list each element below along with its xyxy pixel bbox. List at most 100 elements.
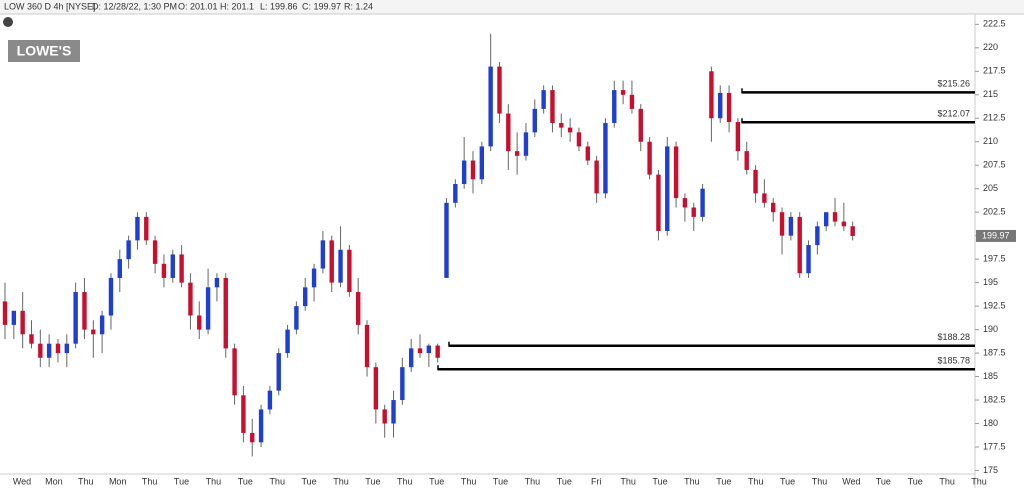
candle-body: [753, 169, 758, 194]
candle-body: [718, 92, 723, 119]
x-tick-label: Tue: [780, 476, 795, 486]
candle-body: [603, 122, 608, 194]
candle-body: [832, 212, 838, 222]
candle-body: [735, 122, 741, 152]
x-tick-label: Thu: [269, 476, 285, 486]
level-label: $215.26: [937, 79, 970, 89]
candle-body: [523, 132, 529, 156]
candle-body: [276, 353, 281, 391]
candle-body: [267, 390, 273, 410]
candle-body: [797, 216, 802, 274]
candle-body: [152, 240, 158, 264]
candle-body: [612, 90, 617, 123]
candle-body: [779, 212, 785, 236]
candle-body: [91, 329, 96, 335]
high: H: 201.1: [220, 1, 254, 11]
x-tick-label: Mon: [109, 476, 127, 486]
x-tick-label: Tue: [716, 476, 731, 486]
candle-body: [223, 277, 228, 349]
candle-body: [788, 216, 794, 236]
x-tick-label: Thu: [971, 476, 987, 486]
y-tick-label: 207.5: [983, 160, 1006, 170]
candle-body: [117, 259, 122, 278]
candle-body: [665, 146, 670, 231]
candle-body: [170, 254, 175, 278]
candle-body: [479, 146, 485, 180]
candle-body: [762, 193, 767, 203]
candle-body: [673, 146, 679, 199]
x-tick-label: Thu: [461, 476, 477, 486]
date: D: 12/28/22, 1:30 PM: [92, 1, 177, 11]
candle-body: [400, 367, 405, 401]
candle-body: [161, 263, 167, 278]
candle-body: [64, 343, 70, 354]
candle-body: [11, 310, 17, 325]
y-tick-label: 187.5: [983, 347, 1006, 357]
candle-body: [373, 367, 379, 410]
candle-body: [514, 151, 520, 156]
candle-body: [338, 249, 343, 283]
candle-body: [638, 108, 643, 142]
candle-body: [99, 315, 105, 335]
candle-body: [426, 345, 432, 354]
candle-body: [82, 292, 87, 330]
candle-body: [506, 113, 511, 152]
candle-body: [417, 348, 423, 354]
logo-box: [8, 40, 80, 62]
y-tick-label: 180: [983, 418, 998, 428]
candle-body: [841, 221, 847, 227]
level-label: $188.28: [937, 332, 970, 342]
candle-body: [444, 202, 449, 278]
x-tick-label: Thu: [812, 476, 828, 486]
candle-body: [108, 277, 114, 316]
last-price-label: 199.97: [982, 230, 1010, 240]
candle-body: [647, 141, 652, 175]
y-tick-label: 220: [983, 42, 998, 52]
candle-body: [629, 94, 635, 109]
close: C: 199.97: [302, 1, 341, 11]
candle-body: [815, 226, 820, 246]
candle-body: [232, 348, 237, 396]
info-icon[interactable]: [3, 17, 13, 27]
y-tick-label: 192.5: [983, 300, 1006, 310]
candle-body: [46, 343, 52, 358]
candle-body: [541, 90, 546, 109]
candle-body: [188, 282, 193, 316]
candle-body: [55, 343, 61, 354]
x-tick-label: Tue: [557, 476, 572, 486]
y-tick-label: 202.5: [983, 207, 1006, 217]
candle-body: [38, 343, 43, 358]
x-tick-label: Thu: [397, 476, 413, 486]
y-tick-label: 177.5: [983, 441, 1006, 451]
candle-body: [497, 66, 502, 114]
x-tick-label: Tue: [238, 476, 253, 486]
x-tick-label: Tue: [908, 476, 923, 486]
x-tick-label: Tue: [652, 476, 667, 486]
candle-body: [347, 249, 352, 293]
x-tick-label: Thu: [684, 476, 700, 486]
last-price-box: [976, 229, 1016, 242]
candle-body: [205, 287, 211, 330]
candle-body: [691, 207, 696, 217]
candle-body: [576, 132, 582, 147]
candle-body: [303, 287, 308, 307]
candle-body: [197, 315, 202, 330]
candle-body: [453, 184, 458, 203]
y-tick-label: 185: [983, 371, 998, 381]
x-tick-label: Tue: [876, 476, 891, 486]
y-tick-label: 205: [983, 183, 998, 193]
y-tick-label: 222.5: [983, 19, 1006, 29]
x-tick-label: Thu: [748, 476, 764, 486]
candle-body: [700, 188, 705, 217]
x-tick-label: Tue: [174, 476, 189, 486]
candle-body: [329, 240, 334, 283]
candle-body: [823, 212, 829, 227]
candle-body: [285, 329, 290, 354]
candle-body: [532, 108, 537, 133]
y-tick-label: 175: [983, 465, 998, 475]
candle-body: [29, 334, 34, 344]
x-tick-label: Thu: [620, 476, 636, 486]
candle-body: [470, 160, 476, 180]
candle-body: [435, 345, 440, 358]
